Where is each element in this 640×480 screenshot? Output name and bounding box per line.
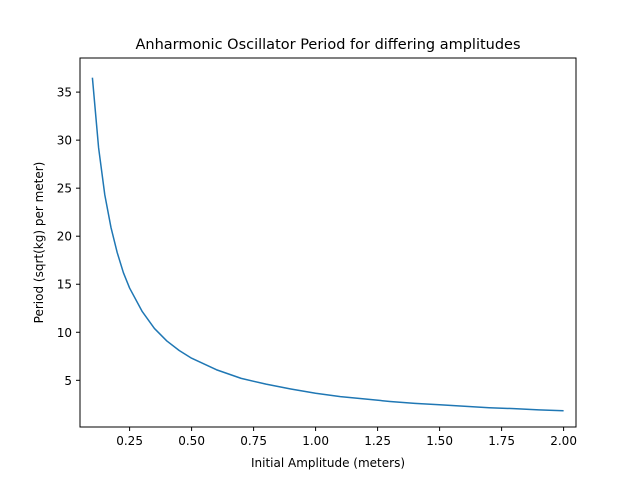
x-axis: 0.25 0.50 0.75 1.00 1.25 1.50 1.75 2.00: [116, 427, 577, 448]
series-line-0: [91, 77, 564, 412]
x-axis-label: Initial Amplitude (meters): [251, 456, 405, 470]
y-tick-label: 30: [57, 134, 72, 148]
y-tick-label: 25: [57, 182, 72, 196]
y-tick-label: 35: [57, 86, 72, 100]
y-axis-label: Period (sqrt(kg) per meter): [32, 162, 46, 324]
y-axis: 5 10 15 20 25 30 35: [57, 86, 80, 388]
x-tick-label: 0.25: [116, 434, 143, 448]
x-tick-label: 1.25: [364, 434, 391, 448]
x-tick-label: 2.00: [550, 434, 577, 448]
x-tick-label: 1.50: [426, 434, 453, 448]
plot-frame: [79, 57, 577, 428]
x-tick-label: 1.75: [488, 434, 515, 448]
x-tick-label: 0.50: [178, 434, 205, 448]
x-tick-label: 1.00: [302, 434, 329, 448]
series-layer: [91, 77, 564, 412]
y-tick-label: 10: [57, 326, 72, 340]
y-tick-label: 15: [57, 278, 72, 292]
chart-title: Anharmonic Oscillator Period for differi…: [135, 37, 520, 53]
x-tick-label: 0.75: [240, 434, 267, 448]
y-tick-label: 20: [57, 230, 72, 244]
y-tick-label: 5: [64, 374, 72, 388]
